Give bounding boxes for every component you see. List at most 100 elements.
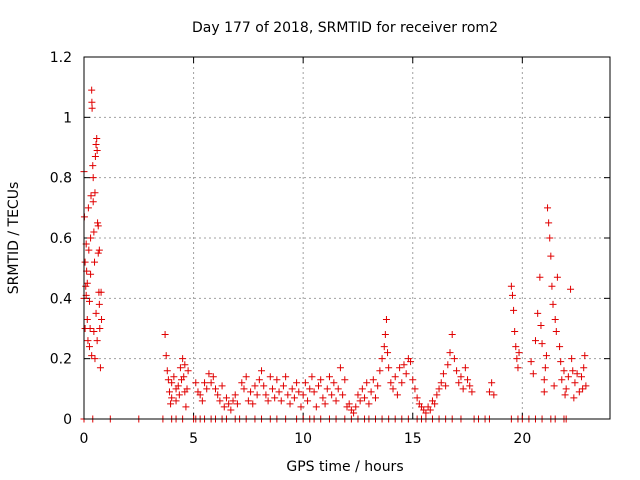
data-point	[203, 385, 211, 393]
data-point	[240, 385, 248, 393]
y-tick-label: 0	[63, 412, 72, 428]
data-point	[279, 382, 287, 390]
data-point	[304, 397, 312, 405]
data-point	[558, 376, 566, 384]
data-point	[84, 204, 92, 212]
data-point	[85, 343, 93, 351]
data-point	[540, 388, 548, 396]
data-point	[564, 373, 572, 381]
data-point	[582, 382, 590, 390]
data-point	[319, 394, 327, 402]
data-point	[426, 406, 434, 414]
data-point	[356, 397, 364, 405]
data-point	[253, 391, 261, 399]
data-point	[271, 394, 279, 402]
data-point	[266, 373, 274, 381]
data-point	[214, 391, 222, 399]
data-point	[570, 394, 578, 402]
data-point	[170, 373, 178, 381]
data-point	[457, 373, 465, 381]
data-point	[459, 385, 467, 393]
data-point	[575, 388, 583, 396]
data-point	[251, 382, 259, 390]
data-point	[275, 388, 283, 396]
data-point	[165, 388, 173, 396]
data-point	[352, 403, 360, 411]
data-point	[448, 331, 456, 339]
x-tick-label: 15	[404, 431, 422, 447]
axis-ticks: 0 0.2 0.4 0.6 0.8 1 1.2 0 5 10 15 20	[50, 50, 610, 447]
data-point	[557, 358, 565, 366]
data-point	[247, 388, 255, 396]
data-point	[336, 364, 344, 372]
data-point	[168, 394, 176, 402]
data-point	[527, 358, 535, 366]
data-point	[485, 388, 493, 396]
data-point	[209, 373, 217, 381]
data-point	[238, 379, 246, 387]
data-point	[444, 361, 452, 369]
data-point	[90, 328, 98, 336]
data-point	[168, 379, 176, 387]
y-axis-label: SRMTID / TECUs	[6, 182, 22, 295]
data-point	[529, 370, 537, 378]
data-point	[328, 391, 336, 399]
data-point	[162, 352, 170, 360]
data-point	[325, 373, 333, 381]
data-point	[561, 391, 569, 399]
data-point	[87, 270, 95, 278]
data-point	[515, 349, 523, 357]
data-point	[167, 400, 175, 408]
x-tick-label: 20	[513, 431, 531, 447]
data-point	[290, 394, 298, 402]
data-point	[334, 385, 342, 393]
data-point	[277, 397, 285, 405]
data-point	[341, 376, 349, 384]
data-point	[437, 379, 445, 387]
data-point	[531, 337, 539, 345]
data-point	[172, 385, 180, 393]
data-point	[91, 153, 99, 161]
data-point	[387, 379, 395, 387]
data-point	[295, 388, 303, 396]
data-point	[384, 349, 392, 357]
x-tick-label: 0	[80, 431, 89, 447]
data-point	[172, 397, 180, 405]
data-point	[453, 367, 461, 375]
data-point	[182, 403, 190, 411]
data-point	[450, 355, 458, 363]
data-point	[556, 343, 564, 351]
data-point	[442, 382, 450, 390]
data-point	[96, 364, 104, 372]
data-point	[513, 355, 521, 363]
data-point	[216, 397, 224, 405]
data-point	[92, 309, 100, 317]
data-point	[284, 391, 292, 399]
data-point	[98, 315, 106, 323]
data-point	[310, 388, 318, 396]
data-point	[446, 349, 454, 357]
data-point	[297, 403, 305, 411]
data-point	[89, 198, 97, 206]
data-point	[541, 364, 549, 372]
data-point	[332, 397, 340, 405]
data-point	[95, 300, 103, 308]
data-point	[196, 391, 204, 399]
data-point	[91, 355, 99, 363]
data-point	[225, 400, 233, 408]
data-point	[83, 279, 91, 287]
data-point	[374, 382, 382, 390]
data-point	[227, 406, 235, 414]
data-point	[573, 370, 581, 378]
data-point	[507, 282, 515, 290]
data-point	[255, 376, 263, 384]
data-point	[409, 376, 417, 384]
data-point	[396, 364, 404, 372]
plot-frame	[83, 56, 611, 420]
y-tick-label: 1	[63, 110, 72, 126]
data-points	[80, 86, 590, 423]
data-point	[262, 391, 270, 399]
data-point	[163, 367, 171, 375]
data-point	[312, 403, 320, 411]
